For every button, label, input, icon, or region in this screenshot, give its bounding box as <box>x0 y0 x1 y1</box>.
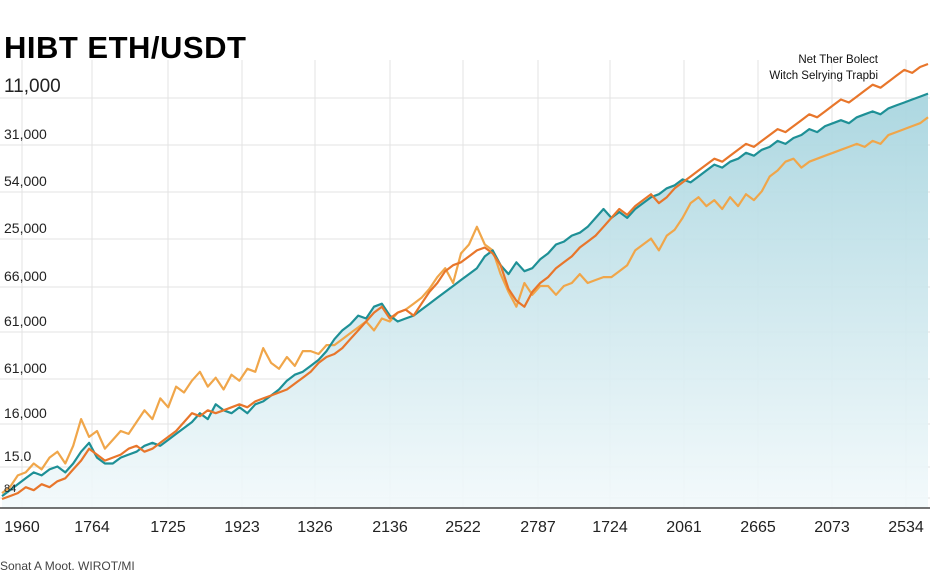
y-tick-label: 61,000 <box>4 360 47 376</box>
x-tick-label: 2061 <box>666 519 702 536</box>
x-tick-label: 1724 <box>592 519 628 536</box>
legend-entry-2: Witch Selrying Trapbi <box>769 70 878 82</box>
x-tick-label: 2136 <box>372 519 408 536</box>
y-tick-label: 25,000 <box>4 220 47 236</box>
area-fill <box>2 93 928 508</box>
x-tick-label: 1960 <box>4 519 40 536</box>
series-line-teal <box>1 92 929 497</box>
y-tick-label: 31,000 <box>4 126 47 142</box>
chart-lines <box>1 62 929 501</box>
y-tick-label: 54,000 <box>4 173 47 189</box>
chart-title: HIBT ETH/USDT <box>4 30 247 65</box>
y-axis-ticks: 11,000 31,000 54,000 25,000 66,000 61,000 61,0… <box>4 76 61 495</box>
legend-entry-1: Net Ther Bolect <box>798 54 878 66</box>
y-tick-label: 16,000 <box>4 405 47 421</box>
y-tick-label: 11,000 <box>4 76 61 97</box>
x-axis-ticks: 1960 1764 1725 1923 1326 2136 2522 2787 1724 2061… <box>4 519 924 536</box>
series-line-light-orange <box>1 116 929 494</box>
x-tick-label: 1725 <box>150 519 186 536</box>
chart-legend: Net Ther Bolect Witch Selrying Trapbi <box>769 52 878 84</box>
x-tick-label: 2534 <box>888 519 924 536</box>
chart-footer: Sonat A Moot. WIROT/MI <box>0 559 135 573</box>
series-line-dark-orange <box>1 62 929 501</box>
x-tick-label: 2073 <box>814 519 850 536</box>
x-tick-label: 1764 <box>74 519 110 536</box>
y-tick-label: 15.0 <box>4 448 31 464</box>
x-tick-label: 2665 <box>740 519 776 536</box>
x-tick-label: 2522 <box>445 519 481 536</box>
y-tick-label: 61,000 <box>4 313 47 329</box>
y-tick-label: 66,000 <box>4 268 47 284</box>
y-tick-label: 84 <box>4 483 16 495</box>
x-tick-label: 2787 <box>520 519 556 536</box>
x-tick-label: 1326 <box>297 519 333 536</box>
x-tick-label: 1923 <box>224 519 260 536</box>
